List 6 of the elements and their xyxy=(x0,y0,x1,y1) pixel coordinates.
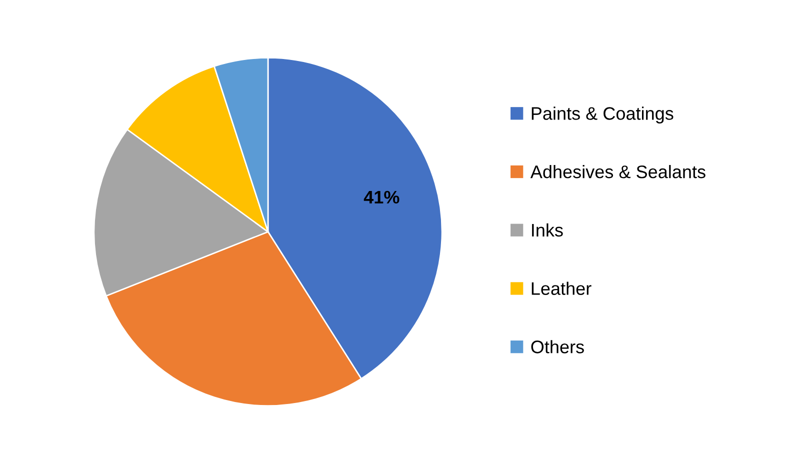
legend-label: Leather xyxy=(532,282,592,295)
legend-label: Adhesives & Sealants xyxy=(530,164,706,178)
data-label: 41% xyxy=(364,190,400,204)
legend-label: Paints & Coatings xyxy=(532,106,674,124)
legend-label: Inks xyxy=(532,223,563,237)
legend-label: Others xyxy=(531,340,584,354)
